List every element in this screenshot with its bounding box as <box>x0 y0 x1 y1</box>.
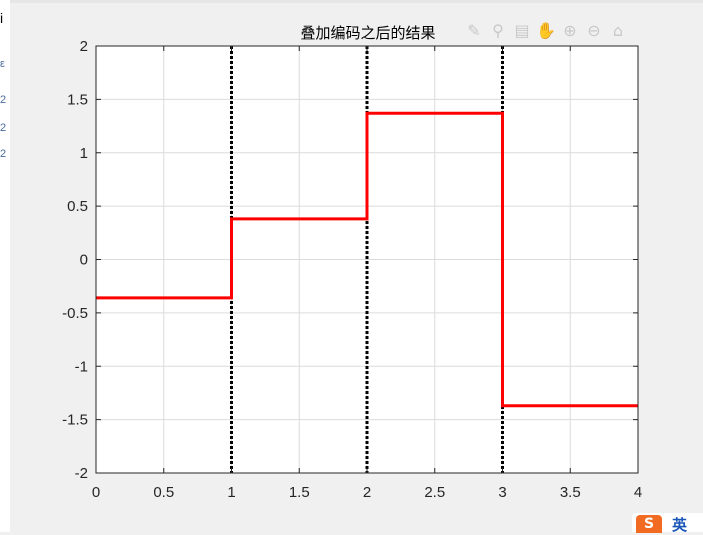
x-tick-label: 0 <box>92 484 100 501</box>
y-tick-label: 0.5 <box>67 198 88 215</box>
y-tick-label: 1 <box>80 145 88 162</box>
ime-language-label: 英 <box>672 516 688 534</box>
tick-marks <box>95 45 639 474</box>
panel-fragment: 2 <box>0 148 7 160</box>
ime-indicator[interactable]: S 英 <box>632 513 703 534</box>
brush-icon[interactable]: ✎ <box>467 21 481 40</box>
zoom-out-icon[interactable]: ⊖ <box>587 21 601 40</box>
x-tick-label: 3.5 <box>560 484 581 501</box>
window-top-edge <box>0 0 703 3</box>
x-tick-label: 4 <box>634 484 642 501</box>
y-tick-label: -0.5 <box>62 305 88 322</box>
x-tick-label: 1 <box>227 484 235 501</box>
x-tick-label: 2 <box>363 484 371 501</box>
axes-toolbar: ✎ ⚲ ▤ ✋ ⊕ ⊖ ⌂ <box>463 20 629 44</box>
x-tick-label: 0.5 <box>153 484 174 501</box>
insert-legend-icon[interactable]: ▤ <box>514 21 530 40</box>
x-tick-label: 2.5 <box>424 484 445 501</box>
series-layer <box>96 111 638 408</box>
series-line <box>96 111 638 408</box>
x-tick-labels: 0 0.5 1 1.5 2 2.5 3 3.5 4 <box>92 484 642 501</box>
y-tick-label: 1.5 <box>67 91 88 108</box>
panel-fragment: 2 <box>0 122 7 134</box>
x-tick-label: 1.5 <box>289 484 310 501</box>
panel-fragment: ε <box>0 58 5 70</box>
left-panel-strip: ε 2 2 2 <box>0 0 10 532</box>
y-tick-label: -1 <box>75 358 88 375</box>
pan-hand-icon[interactable]: ✋ <box>536 21 556 40</box>
ime-logo-icon: S <box>636 515 662 533</box>
data-tip-icon[interactable]: ⚲ <box>492 21 504 40</box>
y-tick-labels: -2 -1.5 -1 -0.5 0 0.5 1 1.5 2 <box>62 38 88 482</box>
home-icon[interactable]: ⌂ <box>612 21 624 40</box>
zoom-in-icon[interactable]: ⊕ <box>563 21 577 40</box>
x-tick-label: 3 <box>498 484 506 501</box>
y-tick-label: 2 <box>80 38 88 55</box>
panel-fragment: 2 <box>0 94 7 106</box>
y-tick-label: -1.5 <box>62 412 88 429</box>
y-tick-label: -2 <box>75 465 88 482</box>
y-tick-label: 0 <box>80 252 88 269</box>
window-corner-label: i <box>0 10 4 26</box>
chart-title: 叠加编码之后的结果 <box>300 24 435 42</box>
